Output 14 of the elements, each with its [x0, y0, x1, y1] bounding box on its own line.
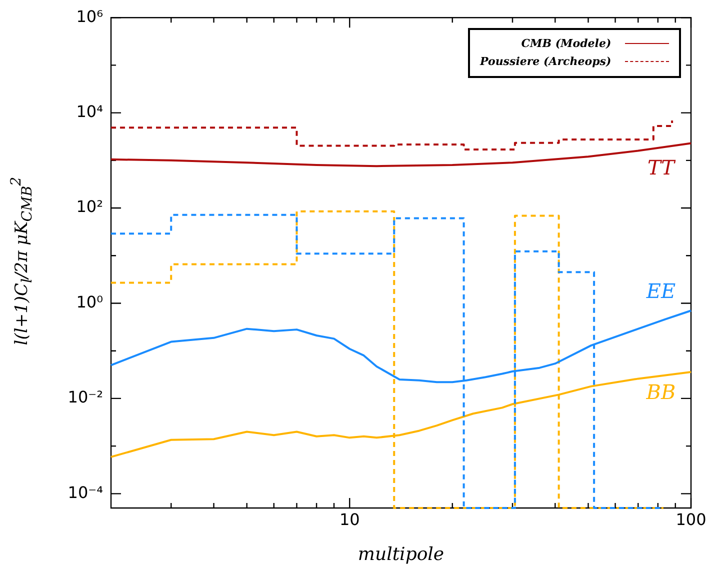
y-tick-label: 10⁰ [76, 292, 103, 312]
y-tick-label: 10⁶ [76, 6, 103, 26]
y-tick-label: 10⁻⁴ [68, 482, 103, 502]
y-tick-label: 10² [76, 197, 103, 216]
annotation: TT [647, 155, 676, 180]
x-tick-label: 100 [676, 510, 706, 529]
x-tick-label: 10 [339, 510, 360, 529]
annotation: BB [645, 380, 676, 404]
legend-label: CMB (Modele) [521, 37, 612, 50]
x-axis-title: multipole [358, 544, 444, 565]
legend-label: Poussiere (Archeops) [480, 55, 612, 68]
y-tick-label: 10⁻² [68, 388, 103, 407]
annotation: EE [645, 278, 676, 303]
y-tick-label: 10⁴ [76, 102, 103, 121]
